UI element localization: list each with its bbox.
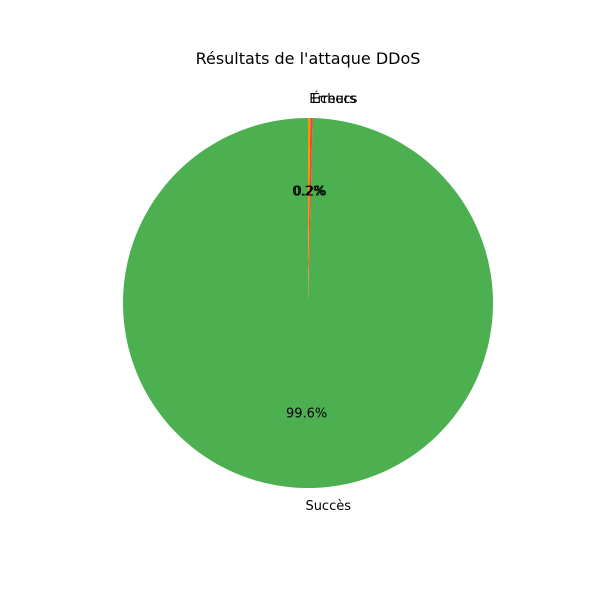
- slice-2-percent-label: 0.2%: [292, 185, 325, 200]
- chart-title: Résultats de l'attaque DDoS: [196, 49, 421, 68]
- slice-1-percent-label: 0.2%: [294, 185, 327, 200]
- slice-1-label: Échecs: [312, 91, 358, 107]
- slice-0-percent-label: 99.6%: [286, 406, 327, 421]
- slice-2-label: Erreurs: [309, 92, 356, 107]
- pie-slice-0: [122, 118, 493, 488]
- pie-slices: [122, 118, 493, 488]
- pie-slice-2: [308, 118, 311, 303]
- slice-0-label: Succès: [305, 499, 351, 514]
- pie-slice-1: [308, 118, 313, 303]
